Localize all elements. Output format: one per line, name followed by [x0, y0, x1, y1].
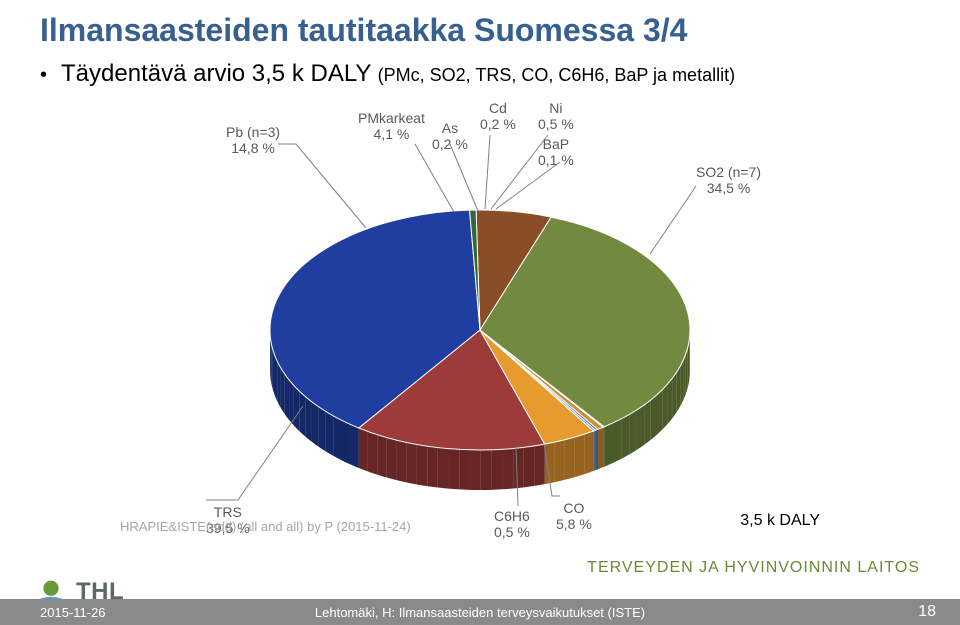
- slice-label: As0,2 %: [432, 120, 468, 152]
- bullet: • Täydentävä arvio 3,5 k DALY (PMc, SO2,…: [40, 60, 735, 88]
- page-title: Ilmansaasteiden tautitaakka Suomessa 3/4: [40, 12, 687, 49]
- chart-total: 3,5 k DALY: [740, 512, 820, 530]
- bullet-sub: (PMc, SO2, TRS, CO, C6H6, BaP ja metalli…: [378, 65, 735, 85]
- institute-name: TERVEYDEN JA HYVINVOINNIN LAITOS: [587, 559, 920, 577]
- slice-label: Ni0,5 %: [538, 100, 574, 132]
- slice-label: PMkarkeat4,1 %: [358, 110, 425, 142]
- bullet-lead: Täydentävä arvio 3,5 k DALY: [61, 60, 378, 87]
- slice-label: SO2 (n=7)34,5 %: [696, 164, 761, 196]
- slice-label: BaP0,1 %: [538, 136, 574, 168]
- slide: Ilmansaasteiden tautitaakka Suomessa 3/4…: [0, 0, 960, 625]
- bullet-dot: •: [40, 63, 47, 87]
- slice-label: C6H60,5 %: [494, 508, 530, 540]
- bullet-text: Täydentävä arvio 3,5 k DALY (PMc, SO2, T…: [61, 60, 735, 88]
- footer-page: 18: [918, 603, 936, 621]
- chart-caption: HRAPIE&ISTE(add) (all and all) by P (201…: [120, 519, 411, 534]
- footer-center: Lehtomäki, H: Ilmansaasteiden terveysvai…: [0, 605, 960, 620]
- footer: 2015-11-26 Lehtomäki, H: Ilmansaasteiden…: [0, 599, 960, 625]
- slice-label: Cd0,2 %: [480, 100, 516, 132]
- slice-label: Pb (n=3)14,8 %: [226, 124, 280, 156]
- pie-chart: TRS39,5 %Pb (n=3)14,8 %PMkarkeat4,1 %As0…: [120, 100, 840, 540]
- slice-label: CO5,8 %: [556, 500, 592, 532]
